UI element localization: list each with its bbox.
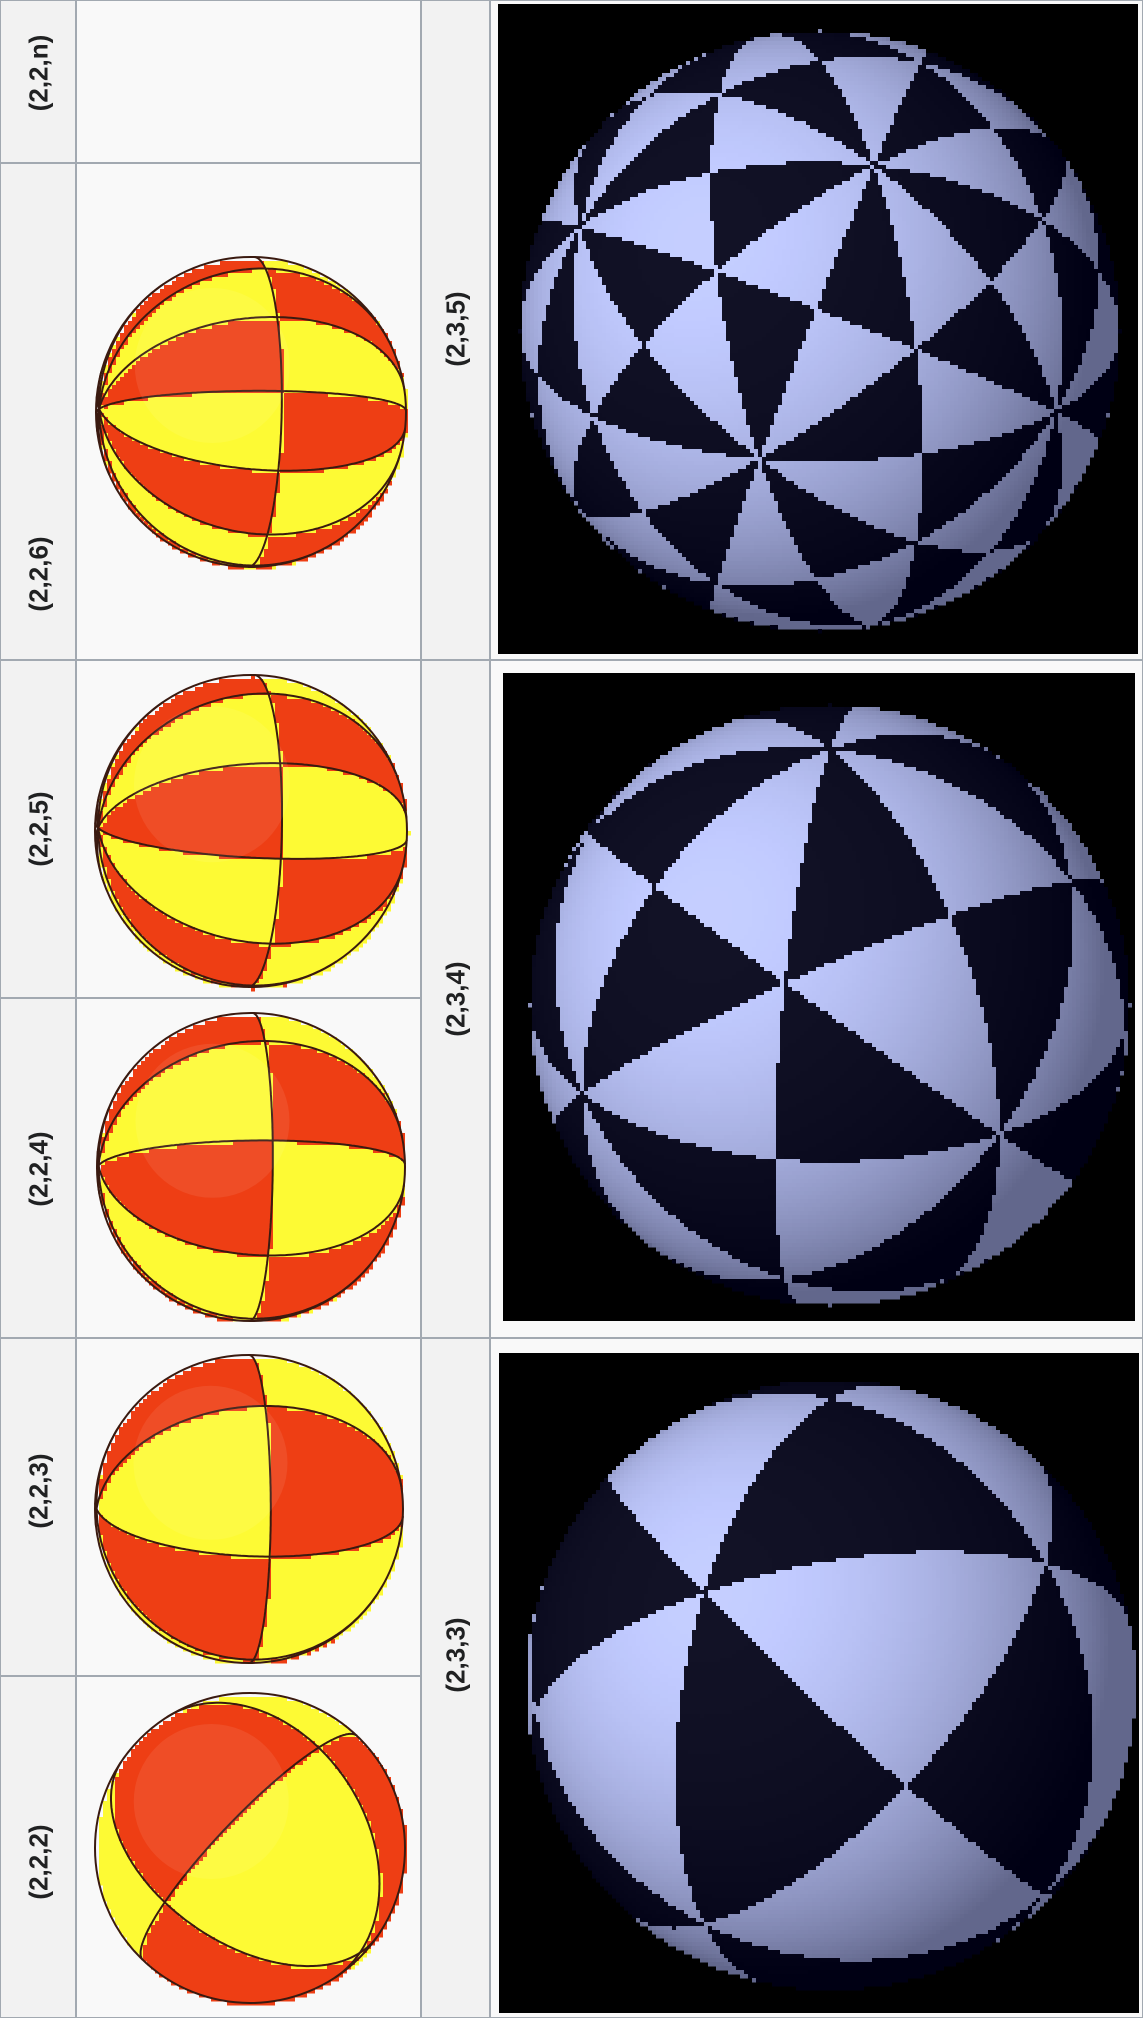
row-label: (2,2,n) [24,35,55,112]
header-cell: (2,3,5) [421,0,490,660]
image-cell [76,660,421,998]
sphere-image-2-2-3 [89,1349,409,1669]
header-cell: (2,2,2) [0,1676,76,2018]
row-label: (2,2,6) [24,536,55,611]
row-label: (2,2,4) [24,1131,55,1206]
image-cell [490,660,1143,1338]
tiling-faces [518,29,1122,634]
tiling-faces [99,1697,407,2006]
header-cell: (2,2,5) [0,660,76,998]
sphere-image-2-2-5 [89,669,413,993]
sphere-image-2-2-4 [91,1007,411,1327]
header-cell: (2,3,4) [421,660,490,1338]
row-label: (2,3,4) [441,961,472,1036]
sphere-image-2-2-6 [86,251,416,573]
header-cell: (2,2,4) [0,998,76,1338]
empty-image-cell [76,0,421,163]
row-label: (2,3,3) [441,1617,472,1692]
tiling-faces [101,1017,405,1322]
tiling-faces [95,675,411,992]
tiling-faces [528,703,1132,1308]
row-label: (2,2,3) [24,1453,55,1528]
sphere-image-2-3-5 [498,4,1138,654]
image-cell [490,0,1143,660]
image-cell [76,998,421,1338]
header-cell: (2,2,6) [0,163,76,660]
image-cell [490,1338,1143,2018]
sphere-image-2-3-3 [499,1353,1139,2013]
image-cell [76,1676,421,2018]
row-label: (2,3,5) [441,291,472,366]
tiling-faces [528,1382,1136,1991]
header-cell: (2,3,3) [421,1338,490,2018]
sphere-image-2-3-4 [503,673,1135,1321]
header-cell: (2,2,3) [0,1338,76,1676]
row-label: (2,2,5) [24,791,55,866]
sphere-image-2-2-2 [89,1683,411,2013]
image-cell [76,1338,421,1676]
tiling-faces [100,261,408,570]
header-cell: (2,2,n) [0,0,76,163]
tiling-faces [99,1359,403,1664]
image-cell [76,163,421,660]
row-label: (2,2,2) [24,1824,55,1899]
